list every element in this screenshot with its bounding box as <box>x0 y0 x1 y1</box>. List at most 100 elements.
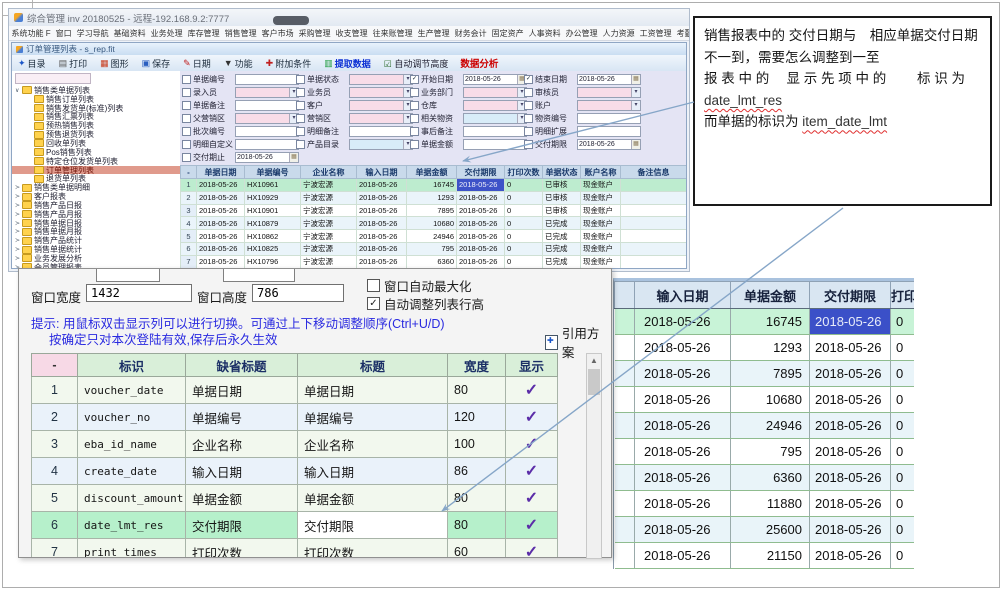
column-header[interactable]: 账户名称 <box>580 165 621 179</box>
row-number-cell[interactable]: 5 <box>180 229 197 243</box>
dialog-table-scrollbar[interactable]: ▲ <box>586 353 602 559</box>
tree-item[interactable]: 特定仓位发货单列表 <box>12 157 180 166</box>
default-title-cell[interactable]: 输入日期 <box>185 457 298 485</box>
remark-cell[interactable] <box>620 203 686 218</box>
tree-item[interactable]: ≻ 销售产品日报 <box>12 201 180 210</box>
filter-checkbox[interactable] <box>296 87 305 97</box>
amount-cell[interactable]: 6360 <box>406 254 457 268</box>
width-cell[interactable]: 80 <box>447 484 506 512</box>
menu-item[interactable]: 系统功能 F <box>11 28 51 38</box>
tree-expand-arrow[interactable]: ≻ <box>15 194 21 201</box>
field-id-cell[interactable]: voucher_no <box>77 403 186 431</box>
default-title-cell[interactable]: 单据日期 <box>185 376 298 404</box>
status-cell[interactable]: 已完成 <box>542 241 581 256</box>
filter-input[interactable] <box>235 125 299 137</box>
title-cell[interactable]: 输入日期 <box>297 457 448 485</box>
filter-input[interactable] <box>349 138 413 150</box>
default-title-cell[interactable]: 企业名称 <box>185 430 298 458</box>
menu-item[interactable]: 采购管理 <box>298 28 331 38</box>
filter-checkbox[interactable] <box>410 100 419 110</box>
filter-checkbox[interactable] <box>524 126 533 136</box>
tree-expand-arrow[interactable]: ≻ <box>15 255 21 262</box>
menu-item[interactable]: 考勤管理 <box>676 28 689 38</box>
tree-expand-arrow[interactable]: ≻ <box>15 220 21 227</box>
toolbar-button[interactable]: ✚ 附加条件 <box>265 57 312 69</box>
create-date-cell[interactable]: 2018-05-26 <box>356 203 407 218</box>
menu-item[interactable]: 业务处理 <box>150 28 183 38</box>
delivery-date-cell[interactable]: 2018-05-26 <box>456 254 505 268</box>
tree-item[interactable]: ≻ 业务发展分析 <box>12 254 180 263</box>
title-cell[interactable]: 企业名称 <box>297 430 448 458</box>
voucher-date-cell[interactable]: 2018-05-26 <box>196 178 245 192</box>
filter-input[interactable] <box>577 125 641 137</box>
table-row[interactable]: 1 voucher_date 单据日期 单据日期 80 ✓ <box>31 376 558 404</box>
filter-input[interactable] <box>577 86 641 98</box>
remark-cell[interactable] <box>620 254 686 268</box>
filter-input[interactable] <box>463 125 527 137</box>
delivery-date-cell[interactable]: 2018-05-26 <box>456 216 505 231</box>
menu-item[interactable]: 收支管理 <box>335 28 368 38</box>
row-number-cell[interactable]: 7 <box>180 254 197 268</box>
visible-check-cell[interactable]: ✓ <box>505 430 558 458</box>
toolbar-button[interactable]: ✦ 目录 <box>18 57 46 69</box>
tree-expand-arrow[interactable]: ≻ <box>15 264 21 268</box>
filter-input[interactable] <box>577 112 641 124</box>
title-cell[interactable]: 交付期限 <box>297 511 448 539</box>
amount-cell[interactable]: 24946 <box>406 229 457 243</box>
tree-item[interactable]: ≻ 销售产品统计 <box>12 236 180 245</box>
delivery-date-cell[interactable]: 2018-05-26 <box>456 229 505 243</box>
tree-expand-arrow[interactable]: ≻ <box>15 185 21 192</box>
row-number-cell[interactable]: 2 <box>31 403 78 431</box>
filter-input[interactable] <box>235 112 299 124</box>
field-id-cell[interactable]: print_times <box>77 538 186 557</box>
company-cell[interactable]: 宁波宏源 <box>300 178 357 192</box>
row-number-cell[interactable]: 4 <box>180 216 197 231</box>
row-number-cell[interactable]: 6 <box>180 241 197 256</box>
column-header[interactable]: 缺省标题 <box>185 353 298 377</box>
filter-checkbox[interactable] <box>182 152 191 162</box>
cropped-input[interactable] <box>223 269 295 282</box>
default-title-cell[interactable]: 交付期限 <box>185 511 298 539</box>
table-row[interactable]: 7 print_times 打印次数 打印次数 60 ✓ <box>31 538 558 557</box>
window-height-input[interactable] <box>252 284 344 302</box>
remark-cell[interactable] <box>620 241 686 256</box>
table-row[interactable]: 4 create_date 输入日期 输入日期 86 ✓ <box>31 457 558 485</box>
column-header[interactable]: 单据日期 <box>196 165 245 179</box>
filter-checkbox[interactable] <box>524 100 533 110</box>
filter-input[interactable] <box>235 99 299 111</box>
status-cell[interactable]: 已完成 <box>542 216 581 231</box>
default-title-cell[interactable]: 打印次数 <box>185 538 298 557</box>
table-row[interactable]: 3 2018-05-26 HX10901 宁波宏源 2018-05-26 789… <box>180 203 686 218</box>
filter-input[interactable] <box>463 138 527 150</box>
filter-input[interactable] <box>349 112 413 124</box>
filter-checkbox[interactable] <box>296 126 305 136</box>
table-row[interactable]: 5 discount_amount 单据金额 单据金额 80 ✓ <box>31 484 558 512</box>
tree-item[interactable]: ≻ 销售单据统计 <box>12 245 180 254</box>
tree-item[interactable]: 销售订单列表 <box>12 95 180 104</box>
filter-input[interactable] <box>463 99 527 111</box>
create-date-cell[interactable]: 2018-05-26 <box>356 229 407 243</box>
checkbox-checked-icon[interactable] <box>367 297 380 310</box>
filter-input[interactable] <box>349 73 413 85</box>
delivery-date-cell[interactable]: 2018-05-26 <box>456 241 505 256</box>
row-number-cell[interactable]: 6 <box>31 511 78 539</box>
toolbar-button[interactable]: ▣ 保存 <box>141 57 171 69</box>
column-header[interactable]: 宽度 <box>447 353 506 377</box>
filter-checkbox[interactable] <box>296 113 305 123</box>
filter-checkbox[interactable] <box>524 87 533 97</box>
tree-expand-arrow[interactable]: ≻ <box>15 247 21 254</box>
data-analysis-button[interactable]: 数据分析 <box>460 59 499 70</box>
voucher-no-cell[interactable]: HX10862 <box>244 229 301 243</box>
filter-checkbox[interactable] <box>296 139 305 149</box>
remark-cell[interactable] <box>620 178 686 192</box>
column-header[interactable]: - <box>31 353 78 377</box>
print-times-cell[interactable]: 0 <box>504 203 543 218</box>
create-date-cell[interactable]: 2018-05-26 <box>356 254 407 268</box>
menu-item[interactable]: 窗口 <box>55 28 72 38</box>
table-row[interactable]: 7 2018-05-26 HX10796 宁波宏源 2018-05-26 636… <box>180 254 686 268</box>
visible-check-cell[interactable]: ✓ <box>505 484 558 512</box>
print-times-cell[interactable]: 0 <box>504 178 543 192</box>
filter-input[interactable] <box>463 112 527 124</box>
toolbar-button[interactable]: ✎ 日期 <box>183 57 211 69</box>
column-header[interactable]: 打印次数 <box>504 165 543 179</box>
